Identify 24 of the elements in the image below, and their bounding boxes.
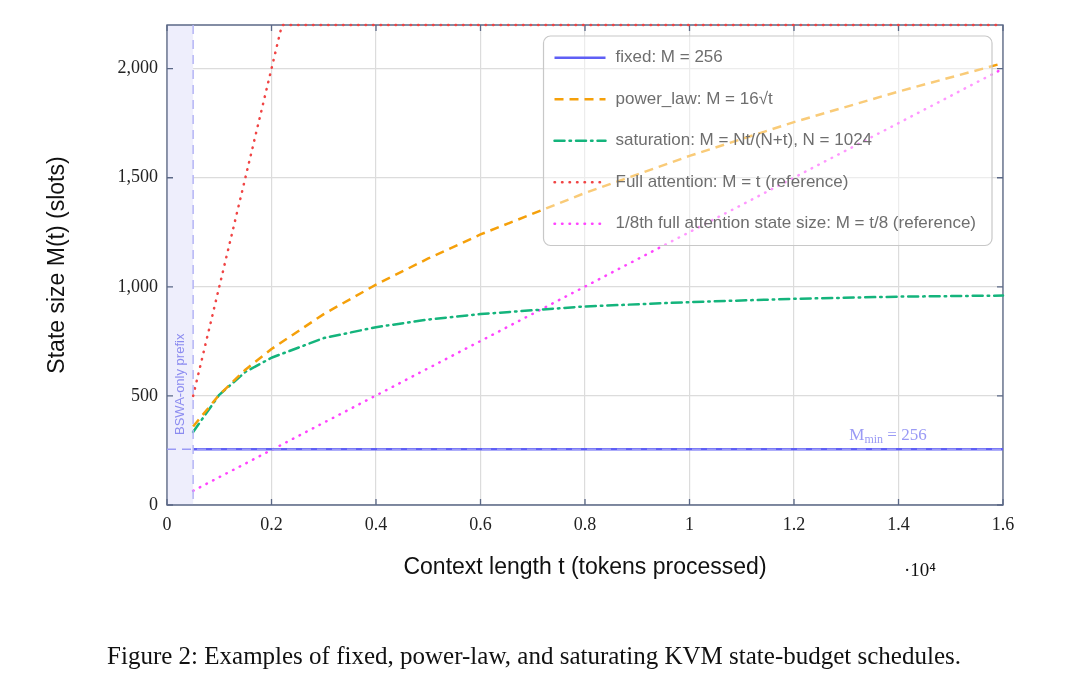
y-tick-label: 0: [149, 493, 158, 514]
legend-label: fixed: M = 256: [615, 47, 723, 67]
band-label: BSWA-only prefix: [171, 333, 187, 435]
y-tick-label: 2,000: [117, 57, 158, 78]
x-tick-label: 0.2: [260, 513, 283, 534]
y-tick-label: 1,000: [117, 275, 158, 296]
x-tick-label: 0.8: [573, 513, 597, 534]
x-tick-label: 0: [162, 513, 172, 534]
x-tick-label: 1.4: [887, 513, 910, 534]
x-tick-label: 1.2: [782, 513, 806, 534]
y-tick-label: 1,500: [117, 166, 158, 187]
y-tick-label: 500: [131, 384, 158, 405]
legend-label: power_law: M = 16√t: [615, 88, 773, 108]
legend-label: Full attention: M = t (reference): [615, 171, 849, 191]
x-tick-label: 0.4: [364, 513, 388, 534]
legend-label: 1/8th full attention state size: M = t/8 (reference): [615, 213, 977, 233]
x-tick-label: 1.6: [991, 513, 1015, 534]
legend-label: saturation: M = Nt/(N+t), N = 1024: [615, 130, 873, 150]
x-axis-title: Context length t (tokens processed): [403, 552, 767, 579]
text: ·10⁴: [904, 558, 937, 580]
x-tick-label: 1: [685, 513, 694, 534]
x-tick-label: 0.6: [469, 513, 492, 534]
caption: Figure 2: Examples of fixed, power-law, and saturating KVM state-budget schedules.: [107, 641, 961, 669]
y-axis-title: State size M(t) (slots): [43, 156, 70, 374]
